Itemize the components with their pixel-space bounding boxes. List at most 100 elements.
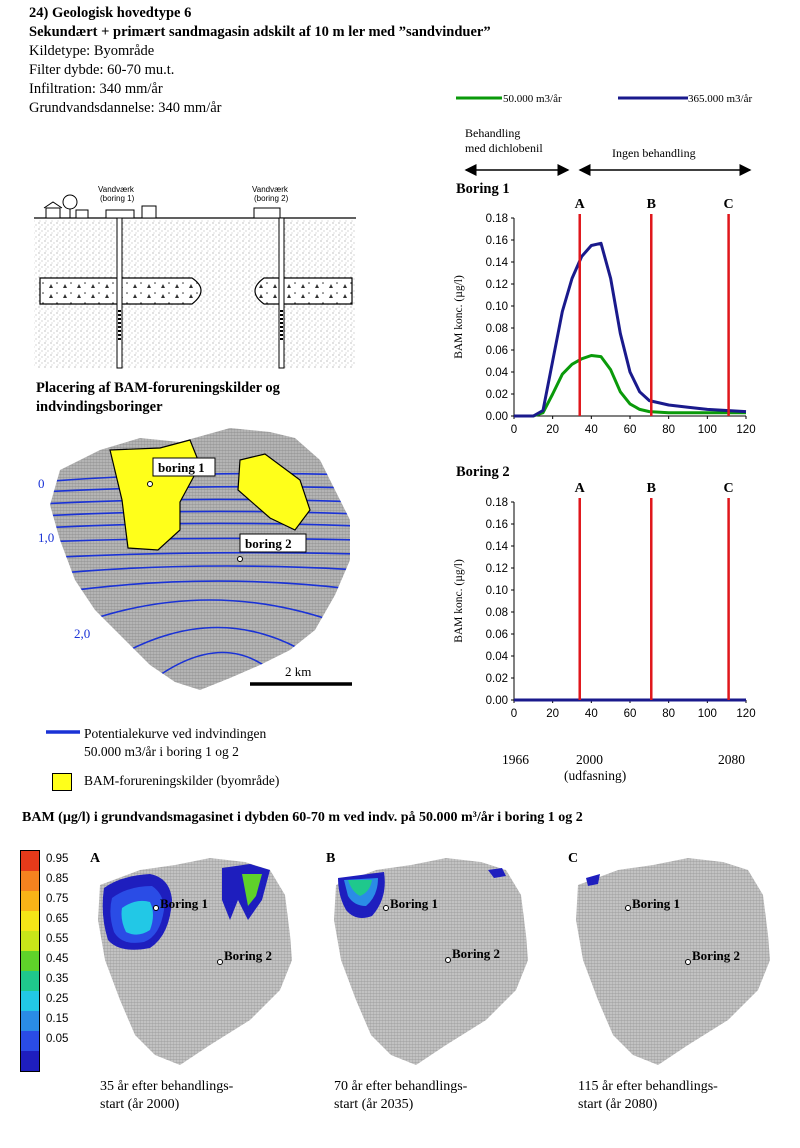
header-title: 24) Geologisk hovedtype 6 bbox=[29, 5, 192, 21]
chart2-ytick-label: 0.08 bbox=[486, 607, 508, 619]
caption-b-l2: start (år 2035) bbox=[334, 1097, 414, 1112]
panel-map-area bbox=[576, 858, 770, 1065]
legend-contour-l1: Potentialekurve ved indvindingen bbox=[84, 726, 267, 741]
colorbar-segment bbox=[21, 931, 39, 951]
panel-boring-2-point bbox=[217, 959, 223, 965]
bam-source-area-2 bbox=[237, 453, 311, 531]
caption-a: 35 år efter behandlings- start (år 2000) bbox=[100, 1078, 233, 1114]
caption-a-l2: start (år 2000) bbox=[100, 1097, 180, 1112]
year-2000: 2000 bbox=[576, 752, 603, 767]
contour-label-1: 1,0 bbox=[38, 530, 54, 545]
colorbar-segment bbox=[21, 1011, 39, 1031]
map-title-l1: Placering af BAM-forureningskilder og bbox=[36, 380, 280, 396]
panel-a: A Boring 1 Boring 2 bbox=[90, 851, 292, 1065]
chart1-marker-label-A: A bbox=[575, 197, 586, 212]
colorbar-tick-label: 0.25 bbox=[46, 993, 69, 1005]
chart2-ytick-label: 0.04 bbox=[486, 651, 509, 663]
header-block: 24) Geologisk hovedtype 6 Sekundært + pr… bbox=[29, 4, 491, 118]
chart2-ytick-label: 0.02 bbox=[486, 673, 508, 685]
panel-boring-2-label: Boring 2 bbox=[224, 948, 272, 963]
phase-arrows bbox=[464, 164, 752, 176]
chart2-ytick-label: 0.14 bbox=[486, 541, 509, 553]
chart1-xtick-label: 60 bbox=[624, 424, 637, 436]
chart1-xtick-label: 20 bbox=[546, 424, 559, 436]
scale-label: 2 km bbox=[285, 664, 311, 679]
chart-boring-2: 0.00 0.02 0.04 0.06 0.08 0.10 0.12 0.14 0.16 0.18… bbox=[453, 481, 756, 720]
contour-label-0: 0 bbox=[38, 476, 45, 491]
colorbar-segment bbox=[21, 1051, 39, 1071]
bottom-title: BAM (µg/l) i grundvandsmagasinet i dybde… bbox=[22, 810, 583, 825]
chart2-xtick-label: 40 bbox=[585, 708, 598, 720]
chart1-ylabel: BAM konc. (µg/l) bbox=[453, 275, 465, 359]
header-line-2: Filter dybde: 60-70 mu.t. bbox=[29, 62, 175, 78]
plume-right-outer bbox=[488, 868, 506, 878]
legend-source-swatch bbox=[52, 773, 72, 791]
colorbar-segment bbox=[21, 991, 39, 1011]
chart2-xtick-label: 80 bbox=[662, 708, 675, 720]
waterworks-2-label-l1: Vandværk bbox=[252, 185, 289, 194]
panel-boring-2-label: Boring 2 bbox=[692, 948, 740, 963]
chart2-title: Boring 2 bbox=[456, 464, 510, 480]
colorbar-tick-label: 0.95 bbox=[46, 853, 69, 865]
header-line-1: Kildetype: Byområde bbox=[29, 43, 155, 59]
panel-boring-1-label: Boring 1 bbox=[160, 896, 208, 911]
chart2-xtick-label: 60 bbox=[624, 708, 637, 720]
caption-c-l1: 115 år efter behandlings- bbox=[578, 1079, 718, 1094]
legend-label-50000: 50.000 m3/år bbox=[503, 93, 562, 105]
chart2-marker-label-B: B bbox=[647, 481, 656, 496]
top-legend: 50.000 m3/år 365.000 m3/år bbox=[456, 93, 752, 105]
well-boring-2 bbox=[278, 217, 285, 369]
panel-b: B Boring 1 Boring 2 bbox=[326, 851, 528, 1065]
waterworks-1-building bbox=[105, 209, 135, 219]
plume-inner bbox=[348, 880, 372, 896]
chart1-ytick-label: 0.14 bbox=[486, 257, 509, 269]
town-icon bbox=[43, 194, 157, 219]
contour-label-2: 2,0 bbox=[74, 626, 90, 641]
waterworks-1-label-l2: (boring 1) bbox=[100, 194, 135, 203]
chart1-xtick-label: 100 bbox=[698, 424, 717, 436]
legend-contour-l2: 50.000 m3/år i boring 1 og 2 bbox=[84, 744, 239, 759]
chart1-ytick-label: 0.02 bbox=[486, 389, 508, 401]
caption-b-l1: 70 år efter behandlings- bbox=[334, 1079, 468, 1094]
boring-2-point bbox=[237, 556, 243, 562]
panel-boring-2-label: Boring 2 bbox=[452, 946, 500, 961]
caption-c-l2: start (år 2080) bbox=[578, 1097, 658, 1112]
colorbar-tick-label: 0.15 bbox=[46, 1013, 69, 1025]
chart2-ytick-label: 0.12 bbox=[486, 563, 508, 575]
year-1966: 1966 bbox=[502, 752, 529, 767]
chart2-ytick-label: 0.10 bbox=[486, 585, 508, 597]
chart2-marker-label-C: C bbox=[724, 481, 734, 496]
chart2-xtick-label: 0 bbox=[511, 708, 517, 720]
colorbar-segment bbox=[21, 1031, 39, 1051]
map-title-l2: indvindingsboringer bbox=[36, 399, 163, 415]
chart1-xtick-label: 40 bbox=[585, 424, 598, 436]
year-udfasning: (udfasning) bbox=[564, 768, 627, 783]
panel-c: C Boring 1 Boring 2 bbox=[568, 851, 770, 1065]
panel-boring-2-point bbox=[445, 957, 451, 963]
catchment-map: boring 1 boring 2 0 1,0 2,0 2 km bbox=[38, 428, 352, 690]
chart1-ytick-label: 0.04 bbox=[486, 367, 509, 379]
panel-boring-2-point bbox=[685, 959, 691, 965]
panel-letter: B bbox=[326, 851, 335, 866]
chart1-series-1 bbox=[514, 241, 747, 418]
chart-boring-1: 0.00 0.02 0.04 0.06 0.08 0.10 0.12 0.14 0.16 0.18… bbox=[453, 197, 756, 436]
chart1-marker-label-C: C bbox=[724, 197, 734, 212]
year-2080: 2080 bbox=[718, 752, 745, 767]
well-boring-1 bbox=[116, 217, 123, 369]
colorbar-segment bbox=[21, 911, 39, 931]
panel-boring-1-point bbox=[625, 905, 631, 911]
boring-1-point bbox=[147, 481, 153, 487]
legend-contour-text: Potentialekurve ved indvindingen 50.000 … bbox=[84, 725, 266, 761]
panel-boring-1-label: Boring 1 bbox=[632, 896, 680, 911]
phase-treatment-l2: med dichlobenil bbox=[465, 141, 543, 155]
phase-treatment-label: Behandling med dichlobenil bbox=[465, 126, 543, 156]
waterworks-2-building bbox=[253, 207, 281, 219]
chart1-ytick-label: 0.10 bbox=[486, 301, 508, 313]
colorbar-tick-label: 0.35 bbox=[46, 973, 69, 985]
chart1-ytick-label: 0.12 bbox=[486, 279, 508, 291]
cross-section: Vandværk (boring 1) Vandværk (boring 2) bbox=[34, 185, 356, 369]
colorbar-segment bbox=[21, 951, 39, 971]
panel-boring-1-point bbox=[383, 905, 389, 911]
chart1-xtick-label: 80 bbox=[662, 424, 675, 436]
chart1-marker-label-B: B bbox=[647, 197, 656, 212]
